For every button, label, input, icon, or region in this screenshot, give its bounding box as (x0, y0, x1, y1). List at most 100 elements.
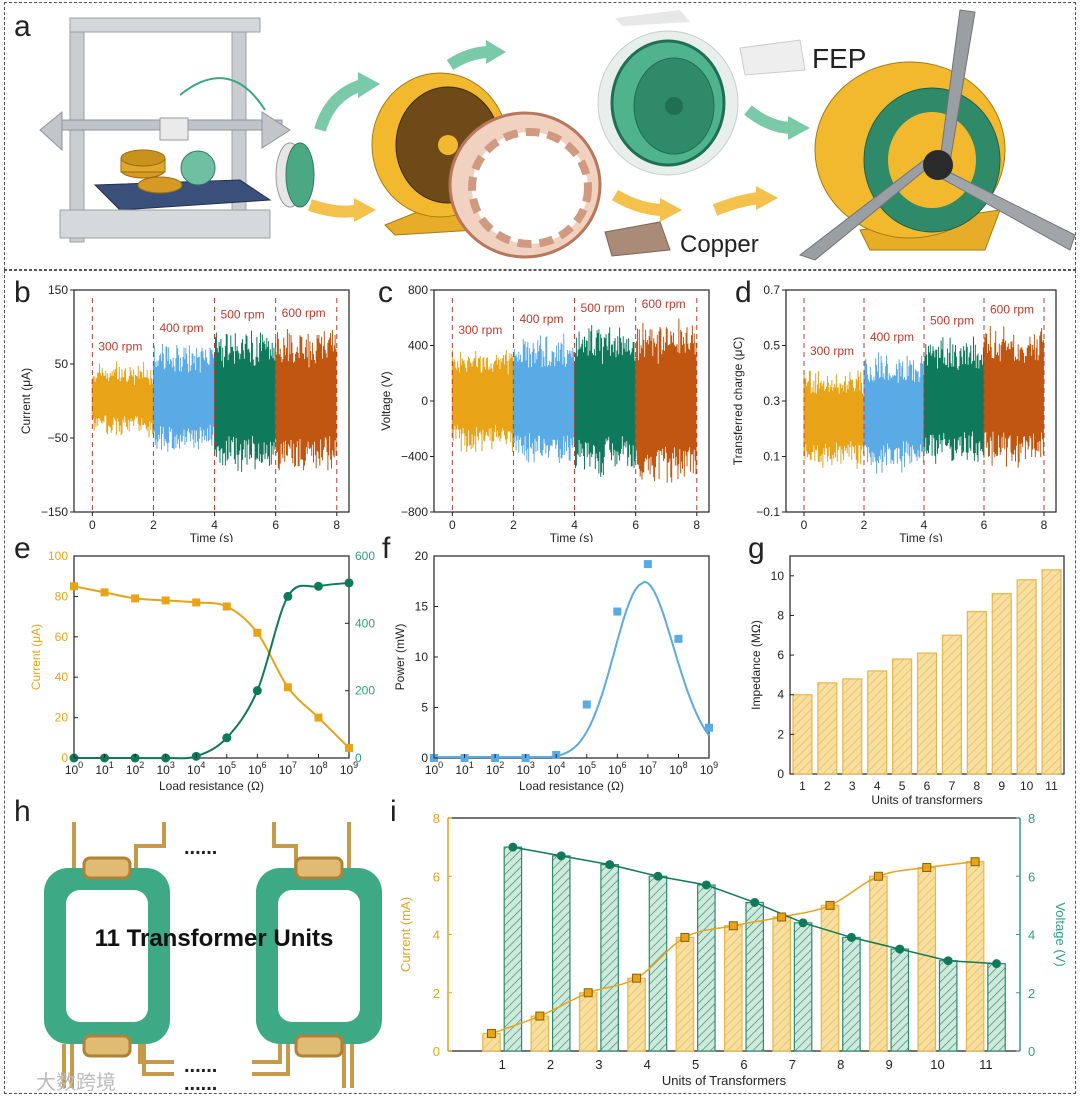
y-tick-label-4: 20 (415, 549, 429, 563)
voltage-bar-9 (890, 948, 910, 1052)
power-point-8 (674, 634, 683, 643)
x-tick-label-4: 8 (333, 518, 340, 532)
y-tick-label-3: 0.1 (763, 450, 780, 464)
y-tick-label-3: 6 (433, 869, 440, 884)
x-tick-label-2: 3 (595, 1057, 602, 1072)
impedance-bar-2 (817, 682, 838, 775)
current-point-3 (632, 973, 642, 983)
transformer-core-left (44, 868, 170, 1044)
panel-label-g: g (748, 532, 765, 565)
y-tick-label-4: 8 (433, 811, 440, 826)
chart-g-impedance: 1 2 3 4 5 6 7 8 9 10 11 0 2 4 6 8 10 Units of transformer… (749, 555, 1065, 807)
voltage-bar-6 (745, 901, 765, 1052)
fep-film-icon (739, 39, 806, 76)
y2-tick-label-0: 0 (1028, 1044, 1035, 1059)
x-tick-label-6: 7 (789, 1057, 796, 1072)
copper-cylinder-illustration (448, 111, 602, 259)
y-tick-label-2: 4 (777, 688, 784, 702)
y-tick-label-1: 0.5 (763, 339, 780, 353)
x-tick-label-4: 5 (899, 779, 906, 793)
chart-c-voltage: 300 rpm 400 rpm 500 rpm 600 rpm 0 2 4 6 8 800 400 0… (379, 283, 710, 542)
y-tick-label-0: 150 (48, 283, 68, 297)
copper-wiring (62, 822, 354, 1088)
voltage-point-8 (313, 581, 323, 591)
panel-a-illustration: FEP Copper (39, 9, 1076, 261)
y2-tick-label-1: 200 (355, 684, 375, 698)
chart-d-charge: 300 rpm 400 rpm 500 rpm 600 rpm 0 2 4 6 8 0.7 0.5 0… (731, 283, 1057, 542)
panel-label-f: f (382, 532, 391, 565)
y-axis-title: Voltage (V) (379, 371, 393, 430)
impedance-bar-1 (792, 694, 813, 775)
x-tick-label-6: 106 (608, 760, 626, 777)
x-tick-label-3: 103 (156, 760, 174, 777)
signal-trace-1 (451, 349, 514, 452)
y-tick-label-0: 0.7 (763, 283, 780, 297)
power-point-6 (613, 607, 622, 616)
x-tick-label-10: 11 (979, 1057, 993, 1072)
x-tick-label-4: 8 (693, 518, 700, 532)
voltage-point-7 (846, 932, 856, 942)
y-tick-label-3: −400 (401, 450, 428, 464)
x-tick-label-4: 104 (547, 760, 565, 777)
impedance-bar-8 (966, 610, 987, 775)
y-tick-label-0: 0 (433, 1044, 440, 1059)
speed-label-1: 300 rpm (98, 339, 142, 353)
y-tick-label-1: 20 (55, 711, 69, 725)
voltage-point-5 (222, 733, 232, 743)
x-tick-label-0: 0 (449, 518, 456, 532)
power-point-9 (705, 723, 713, 732)
panel-label-b: b (14, 276, 31, 309)
printer-illustration (39, 17, 315, 243)
signal-segment-3 (214, 330, 276, 472)
y-tick-label-2: 40 (55, 670, 69, 684)
y-tick-label-2: −50 (48, 431, 69, 445)
speed-label-3: 500 rpm (221, 307, 265, 321)
signal-segment-1 (451, 349, 514, 452)
speed-label-4: 600 rpm (990, 302, 1034, 316)
voltage-bar-1 (503, 846, 523, 1052)
y2-axis-title: Voltage (V) (1053, 902, 1068, 966)
x-tick-label-0: 100 (65, 760, 83, 777)
current-point-10 (970, 857, 980, 867)
x-tick-label-1: 2 (824, 779, 831, 793)
x-tick-label-9: 109 (700, 760, 718, 777)
impedance-bar-7 (941, 634, 962, 775)
current-point-9 (345, 743, 353, 752)
x-tick-label-5: 105 (578, 760, 596, 777)
x-tick-label-6: 7 (949, 779, 956, 793)
y-tick-label-0: 0 (61, 751, 68, 765)
signal-trace-4 (275, 329, 337, 471)
voltage-bar-7 (793, 922, 813, 1052)
impedance-bar-11 (1041, 569, 1062, 775)
x-axis-title: Units of Transformers (662, 1073, 787, 1088)
transformer-core-right (256, 868, 382, 1044)
transformer-units-title: 11 Transformer Units (95, 925, 334, 952)
voltage-point-2 (605, 860, 615, 870)
voltage-bar-11 (987, 963, 1006, 1052)
speed-label-4: 600 rpm (282, 306, 326, 320)
copper-label: Copper (680, 231, 759, 258)
y-axis-title: Transferred charge (μC) (731, 337, 745, 466)
signal-segment-2 (152, 344, 215, 452)
process-arrows (308, 40, 810, 222)
current-point-6 (777, 912, 787, 922)
x-tick-label-9: 109 (340, 760, 358, 777)
signal-segment-2 (863, 352, 924, 474)
copper-film-icon (604, 221, 671, 257)
current-bar-8 (820, 904, 840, 1052)
x-tick-label-6: 106 (248, 760, 266, 777)
current-point-6 (253, 628, 262, 637)
dots-top: ...... (184, 837, 217, 859)
voltage-point-4 (701, 880, 711, 890)
turbine-illustration (798, 9, 1076, 261)
voltage-point-8 (895, 944, 905, 954)
current-point-8 (873, 871, 883, 881)
x-tick-label-2: 102 (126, 760, 144, 777)
y2-tick-label-2: 4 (1028, 928, 1035, 943)
impedance-bar-9 (991, 593, 1012, 775)
current-point-7 (283, 683, 292, 692)
current-bar-6 (723, 925, 743, 1052)
plot-frame (73, 289, 350, 513)
x-axis-title: Load resistance (Ω) (159, 779, 264, 793)
y-axis-title: Current (μA) (29, 624, 43, 690)
